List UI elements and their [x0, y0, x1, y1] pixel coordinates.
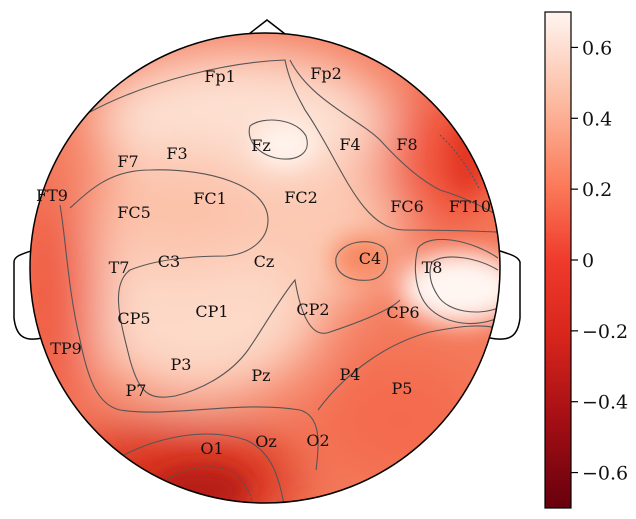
electrode-label-oz: Oz	[255, 432, 277, 451]
electrode-label-fc6: FC6	[390, 197, 424, 216]
electrode-labels: Fp1 Fp2 F7 F3 Fz F4 F8 FT9 FC5 FC1 FC2 FC6 FT10 T7 C3 C…	[36, 64, 491, 458]
colorbar-tick-label: −0.2	[582, 321, 628, 343]
electrode-label-f3: F3	[166, 144, 187, 163]
electrode-label-fc1: FC1	[193, 189, 227, 208]
electrode-label-fc2: FC2	[284, 188, 318, 207]
head-outline	[29, 32, 501, 504]
electrode-label-p3: P3	[171, 355, 192, 374]
electrode-label-f8: F8	[396, 135, 417, 154]
colorbar-tick-label: 0.6	[582, 37, 612, 59]
electrode-label-ft9: FT9	[36, 186, 68, 205]
colorbar-tick-label: 0	[582, 250, 594, 272]
electrode-label-cp2: CP2	[296, 300, 329, 319]
electrode-label-c3: C3	[158, 252, 180, 271]
electrode-label-cp6: CP6	[386, 303, 419, 322]
colorbar-ticks: 0.6 0.4 0.2 0 −0.2 −0.4 −0.6	[571, 37, 628, 485]
colorbar-tick-label: −0.4	[582, 392, 628, 414]
contour-lines	[59, 59, 499, 503]
electrode-label-tp9: TP9	[50, 339, 82, 358]
left-ear-outline	[13, 249, 43, 340]
electrode-label-ft10: FT10	[449, 197, 491, 216]
electrode-label-fp2: Fp2	[310, 64, 342, 83]
right-ear-outline	[489, 249, 521, 340]
electrode-label-c4: C4	[359, 249, 381, 268]
electrode-label-cp5: CP5	[117, 309, 150, 328]
electrode-label-p7: P7	[126, 381, 147, 400]
electrode-label-cz: Cz	[254, 252, 275, 271]
colorbar-tick-label: −0.6	[582, 463, 628, 485]
electrode-label-fz: Fz	[251, 136, 271, 155]
colorbar: 0.6 0.4 0.2 0 −0.2 −0.4 −0.6	[544, 11, 628, 509]
electrode-label-t7: T7	[109, 258, 130, 277]
electrode-label-f7: F7	[117, 152, 138, 171]
electrode-label-o1: O1	[200, 439, 223, 458]
colorbar-gradient	[544, 11, 572, 509]
electrode-label-p5: P5	[392, 379, 413, 398]
electrode-label-o2: O2	[306, 431, 329, 450]
electrode-label-p4: P4	[340, 365, 361, 384]
electrode-label-f4: F4	[339, 135, 360, 154]
electrode-label-fc5: FC5	[117, 203, 151, 222]
electrode-label-pz: Pz	[251, 366, 270, 385]
electrode-label-cp1: CP1	[195, 302, 228, 321]
electrode-label-fp1: Fp1	[204, 67, 236, 86]
colorbar-tick-label: 0.4	[582, 108, 612, 130]
electrode-label-t8: T8	[422, 258, 443, 277]
colorbar-tick-label: 0.2	[582, 179, 612, 201]
